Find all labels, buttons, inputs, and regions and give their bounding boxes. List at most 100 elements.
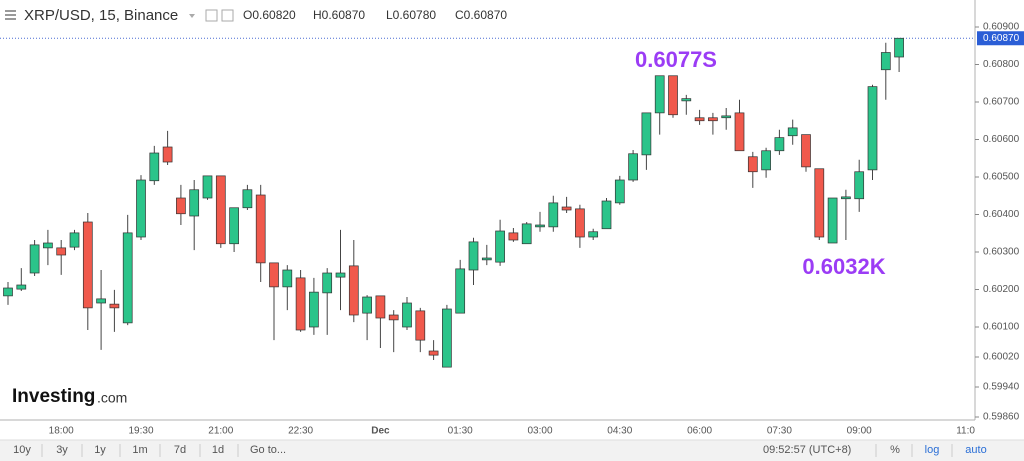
candle-body <box>176 197 186 215</box>
candle-body <box>29 244 40 274</box>
candle-body <box>535 224 545 228</box>
candle-body <box>814 168 825 238</box>
logo: Investing <box>12 386 95 407</box>
x-tick-label: 01:30 <box>448 426 473 437</box>
candle-body <box>588 231 599 238</box>
candle-body <box>668 75 678 116</box>
x-tick-label: 04:30 <box>607 426 632 437</box>
y-tick-label: 0.60020 <box>983 352 1020 363</box>
candle-body <box>295 277 306 331</box>
range-button[interactable]: 1m <box>132 444 147 456</box>
candle-body <box>362 296 372 314</box>
candle-body <box>149 152 160 182</box>
toolbar-items: 10y 3y 1y 1m 7d 1d Go to... 09:52:57 (UTC+8)% lo… <box>13 444 987 457</box>
candle-body <box>428 350 439 356</box>
log-button[interactable]: log <box>925 444 940 456</box>
x-tick-label: Dec <box>371 426 390 437</box>
candle-body <box>508 232 519 241</box>
y-tick-label: 0.59940 <box>983 382 1020 393</box>
range-button[interactable]: 1y <box>94 444 106 456</box>
ohlc-value: H0.60870 <box>313 8 365 22</box>
annotation: 0.6077S <box>635 47 717 72</box>
logo-suffix: .com <box>97 390 127 406</box>
ohlc-value: C0.60870 <box>455 8 507 22</box>
y-tick-label: 0.60500 <box>983 172 1020 183</box>
y-tick-label: 0.60900 <box>983 22 1020 33</box>
candle-body <box>322 272 333 294</box>
candle-body <box>43 242 53 249</box>
candle-body <box>388 314 399 321</box>
y-tick-label: 0.60600 <box>983 134 1020 145</box>
candle-body <box>3 287 13 297</box>
candle-body <box>109 303 120 309</box>
candle-body <box>242 189 253 209</box>
candle-body <box>827 197 838 244</box>
candle-body <box>136 179 146 238</box>
percent-button[interactable]: % <box>890 444 900 456</box>
range-button[interactable]: 3y <box>56 444 68 456</box>
candle-body <box>202 175 213 199</box>
candle-body <box>56 247 67 256</box>
toolbar <box>0 440 1024 461</box>
candle-body <box>69 232 80 248</box>
menu-icon[interactable] <box>5 10 16 20</box>
candle-body <box>442 308 452 368</box>
candle-body <box>82 221 93 309</box>
candle-body <box>96 298 106 304</box>
candle-body <box>521 223 532 245</box>
x-tick-label: 11:0 <box>956 426 975 437</box>
candle-body <box>269 262 279 288</box>
plot-area: 0.60900 0.60800 0.60700 0.60600 0.60500 0.604… <box>0 22 1024 437</box>
candle-body <box>122 232 133 324</box>
dropdown-arrow[interactable] <box>189 14 195 18</box>
range-button[interactable]: 1d <box>212 444 224 456</box>
y-tick-label: 0.60100 <box>983 322 1020 333</box>
candle-body <box>681 98 692 102</box>
candle-body <box>282 269 293 288</box>
candle-body <box>601 200 612 230</box>
range-button[interactable]: 10y <box>13 444 31 456</box>
x-tick-label: 09:00 <box>847 426 872 437</box>
candle-body <box>215 175 226 245</box>
candle-body <box>575 208 585 238</box>
candle-body <box>654 75 665 114</box>
candle-body <box>867 86 878 171</box>
candle-body <box>787 127 798 137</box>
ohlc-value: L0.60780 <box>386 8 436 22</box>
candle-body <box>229 207 239 245</box>
y-tick-label: 0.59860 <box>983 412 1020 423</box>
range-button[interactable]: 7d <box>174 444 186 456</box>
candle-body <box>255 194 266 264</box>
candle-body <box>761 150 771 171</box>
candle-body <box>348 265 359 316</box>
ohlc-legend: O0.60820 H0.60870 L0.60780 C0.60870 <box>243 8 507 22</box>
candle-body <box>880 52 891 71</box>
y-tick-label: 0.60700 <box>983 97 1020 108</box>
candle-body <box>481 257 492 261</box>
annotation: 0.6032K <box>802 254 885 279</box>
current-price-box <box>977 31 1024 46</box>
candle-body <box>561 206 572 211</box>
candle-body <box>774 137 785 152</box>
candle-body <box>734 112 745 152</box>
candle-body <box>747 156 758 173</box>
clock: 09:52:57 (UTC+8) <box>763 444 851 456</box>
current-price-label: 0.60870 <box>983 33 1020 44</box>
candle-body <box>841 196 851 200</box>
candle-body <box>894 37 904 58</box>
y-tick-label: 0.60200 <box>983 284 1020 295</box>
candle-body <box>721 115 732 119</box>
goto-button[interactable]: Go to... <box>250 444 286 456</box>
candle-body <box>375 295 386 319</box>
candle-body <box>614 179 625 204</box>
eye-icon[interactable] <box>205 9 218 22</box>
candle-body <box>628 153 638 181</box>
candle-body <box>708 117 718 122</box>
settings-icon[interactable] <box>221 9 234 22</box>
x-tick-label: 03:00 <box>527 426 552 437</box>
auto-button[interactable]: auto <box>965 444 986 456</box>
candle-body <box>162 146 173 163</box>
x-tick-label: 19:30 <box>128 426 153 437</box>
candle-body <box>694 117 705 122</box>
